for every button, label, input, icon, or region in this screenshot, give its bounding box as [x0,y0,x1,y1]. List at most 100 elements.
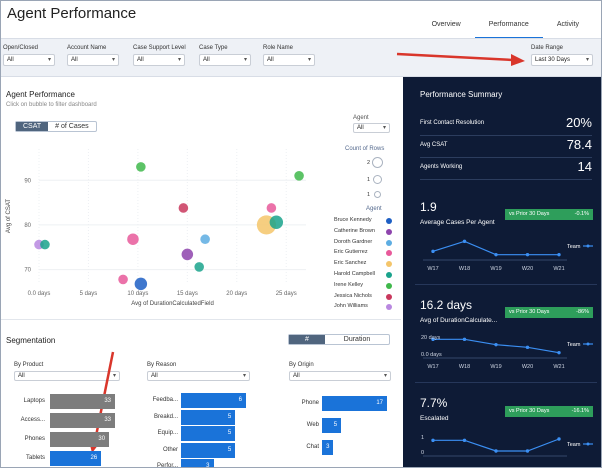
x-tick-label: 10 days [127,291,148,297]
agent-color-swatch [386,218,392,224]
filter-case-support-level: Case Support Level All ▾ [133,45,186,66]
chevron-down-icon: ▾ [307,57,311,63]
metric-label: First Contact Resolution [420,120,485,126]
role-name-select[interactable]: All ▾ [263,54,315,66]
comparison-badge: vs Prior 30 Days -0.1% [505,209,593,220]
segment-bar[interactable] [50,451,102,466]
filter-label: Role Name [263,45,294,51]
agent-legend-item[interactable]: Eric Sanchez [334,260,367,267]
y-tick-label: 0 [421,450,424,456]
agent-legend-item[interactable]: John Williams [334,303,368,310]
trend-point [494,252,498,257]
agent-legend-item[interactable]: Jessica Nichols [334,292,372,299]
tab-activity[interactable]: Activity [556,21,579,28]
bar-value-label: 3 [326,444,330,450]
agent-color-swatch [386,304,392,311]
date-range-select[interactable]: Last 30 Days ▾ [531,54,593,66]
tab-overview[interactable]: Overview [431,21,461,28]
agent-legend-item[interactable]: Bruce Kennedy [334,217,372,223]
bar-category-label: Phone [301,400,319,406]
segment-bar[interactable] [181,442,236,458]
by-origin-select[interactable]: All ▾ [289,371,391,381]
trend-point [557,252,561,257]
bar-value-label: 17 [376,400,383,406]
size-legend-circle [372,157,383,168]
tab-performance[interactable]: Performance [474,15,543,39]
account-name-select[interactable]: All ▾ [67,54,119,66]
bar-value-label: 26 [90,455,98,461]
week-tick-label: W19 [490,364,501,370]
y-tick-label: 20 days [421,335,441,341]
badge-text: vs Prior 30 Days [509,408,550,414]
bar-category-label: Tablets [25,455,45,461]
agent-filter-select[interactable]: All ▾ [353,123,390,133]
segment-bar[interactable] [322,396,387,411]
trend-point [431,249,435,254]
metric-value: 20% [565,115,592,130]
week-tick-label: W21 [553,266,564,272]
segment-bar[interactable] [181,426,236,441]
segment-bar[interactable] [322,440,334,455]
bar-category-label: Feedba... [152,397,178,403]
toggle-duration[interactable]: Duration [343,336,371,343]
agent-legend-item[interactable]: Doroth Gardner [334,238,373,245]
bar-category-label: Breakd... [153,413,178,420]
toggle-csat[interactable]: CSAT [16,122,49,131]
agent-legend-item[interactable]: Eric Gutierrez [334,249,368,256]
segment-bar[interactable] [50,394,115,409]
segment-bar[interactable] [50,432,110,447]
segment-bar[interactable] [181,459,214,467]
agent-legend-item[interactable]: Catherine Brown [334,227,375,234]
trend-point [525,252,530,257]
chevron-down-icon: ▾ [112,373,116,379]
bar-value-label: 6 [238,397,242,403]
case-support-level-select[interactable]: All ▾ [133,54,185,66]
by-reason-label: By Reason [147,362,177,368]
bar-value-label: 33 [104,398,111,404]
escalated-label: Escalated [420,415,449,422]
segment-bar[interactable] [322,418,342,433]
select-value: Last 30 Days [535,57,571,63]
filter-label: Open/Closed [3,45,39,51]
by-reason-select[interactable]: All ▾ [147,371,250,381]
segment-bar[interactable] [181,409,236,425]
x-axis-label: Avg of DurationCalculatedField [131,301,214,307]
trend-point [462,239,467,244]
metric-toggle: CSAT # of Cases [15,121,97,132]
segment-bar[interactable] [50,413,115,428]
select-value: All [203,57,210,63]
week-tick-label: W18 [459,266,470,272]
scatter-bubble [178,203,189,213]
scatter-bubble [294,171,304,181]
agent-legend-item[interactable]: Irene Kelley [334,281,364,288]
agent-scatter-chart: 70 80 90 0.0 days 5 days 10 days 15 days 20 day… [6,149,306,307]
segmentation-toggle: # Duration [288,334,390,345]
x-tick-label: 20 days [226,291,247,297]
case-type-select[interactable]: All ▾ [199,54,251,66]
filter-label: Case Support Level [133,45,186,51]
select-value: All [267,57,274,63]
agent-filter-label: Agent [353,115,369,121]
metric-value: 14 [577,159,592,174]
bar-category-label: Chat [306,444,319,450]
segment-bar[interactable] [181,393,246,408]
agent-legend-item[interactable]: Harold Campbell [334,271,375,277]
open-closed-select[interactable]: All ▾ [3,54,55,66]
filter-case-type: Case Type All ▾ [199,45,251,66]
metric-first-contact-resolution: First Contact Resolution 20% [420,114,592,136]
week-tick-label: W17 [427,364,438,370]
by-product-select[interactable]: All ▾ [14,371,120,381]
filter-label: Account Name [67,45,107,51]
toggle-count[interactable]: # [289,335,325,344]
left-panel: Agent Performance Click on bubble to fil… [1,77,401,467]
badge-text: vs Prior 30 Days [509,309,550,315]
bar-category-label: Phones [24,436,45,442]
tab-bar: Overview Performance Activity [418,15,593,39]
chevron-down-icon: ▾ [383,373,387,379]
select-value: All [71,57,78,63]
agent-color-swatch [386,250,392,257]
trend-point [494,342,498,347]
week-tick-label: W20 [522,364,533,370]
toggle-num-cases[interactable]: # of Cases [55,123,89,130]
